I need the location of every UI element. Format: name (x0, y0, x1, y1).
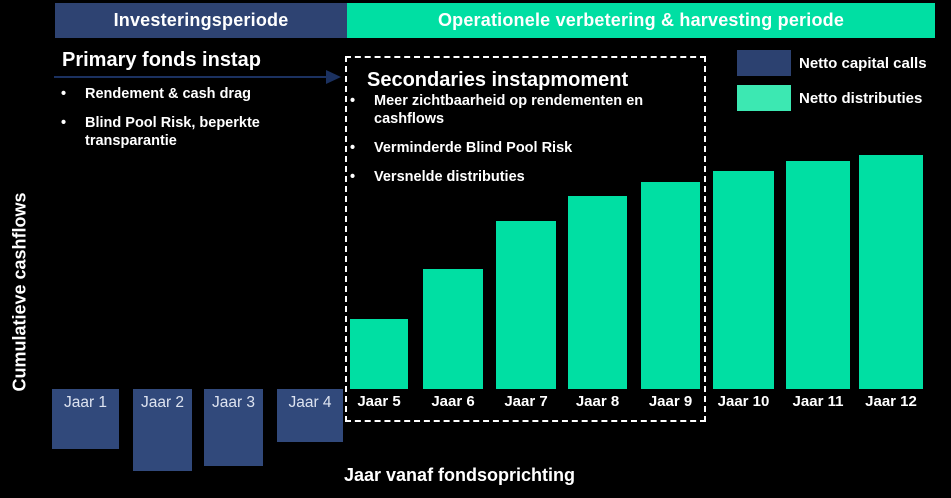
primary-panel-bullets: Rendement & cash drag Blind Pool Risk, be… (58, 85, 295, 161)
chart-legend: Netto capital calls Netto distributies (737, 50, 927, 120)
bar-label: Jaar 4 (288, 394, 332, 411)
bar-label: Jaar 5 (357, 393, 401, 410)
distributions-bar (859, 155, 923, 389)
legend-item: Netto distributies (737, 85, 927, 111)
secondaries-panel-bullets: Meer zichtbaarheid op rendementen en cas… (347, 92, 649, 186)
timeline-arrow (54, 70, 341, 84)
distributions-bar (786, 161, 850, 389)
secondaries-panel-title: Secondaries instapmoment (367, 69, 629, 91)
distributions-bar (350, 319, 408, 389)
distributions-bar (496, 221, 556, 389)
capital-calls-bar (277, 389, 343, 442)
bar-label: Jaar 10 (717, 393, 770, 410)
bar-label: Jaar 12 (865, 393, 917, 410)
legend-label: Netto distributies (799, 89, 923, 107)
y-axis-label: Cumulatieve cashflows (9, 192, 30, 392)
bullet-item: Blind Pool Risk, beperkte transparantie (58, 114, 295, 150)
capital-calls-bar (133, 389, 192, 471)
bar-label: Jaar 9 (648, 393, 693, 410)
bar-label: Jaar 3 (211, 394, 256, 411)
arrow-head-icon (326, 70, 341, 84)
legend-swatch-icon (737, 50, 791, 76)
secondaries-panel: Secondaries instapmoment Meer zichtbaarh… (345, 56, 706, 422)
distributions-bar (423, 269, 483, 389)
bar-label: Jaar 1 (63, 394, 108, 411)
legend-swatch-icon (737, 85, 791, 111)
legend-label: Netto capital calls (799, 54, 927, 72)
bullet-item: Rendement & cash drag (58, 85, 295, 103)
distributions-bar (713, 171, 774, 389)
bar-label: Jaar 11 (792, 393, 844, 410)
primary-panel-title: Primary fonds instap (62, 49, 261, 71)
bar-label: Jaar 8 (575, 393, 620, 410)
x-axis-label: Jaar vanaf fondsoprichting (344, 465, 576, 485)
legend-item: Netto capital calls (737, 50, 927, 76)
harvesting-period-header: Operationele verbetering & harvesting pe… (347, 3, 935, 38)
distributions-bar (641, 182, 700, 389)
bullet-item: Versnelde distributies (347, 168, 649, 186)
distributions-bar (568, 196, 627, 389)
bar-label: Jaar 6 (431, 393, 475, 410)
bullet-item: Meer zichtbaarheid op rendementen en cas… (347, 92, 649, 128)
bar-label: Jaar 7 (504, 393, 548, 410)
investment-period-header: Investeringsperiode (55, 3, 347, 38)
bar-label: Jaar 2 (140, 394, 185, 411)
capital-calls-bar (52, 389, 119, 449)
bullet-item: Verminderde Blind Pool Risk (347, 139, 649, 157)
capital-calls-bar (204, 389, 263, 466)
